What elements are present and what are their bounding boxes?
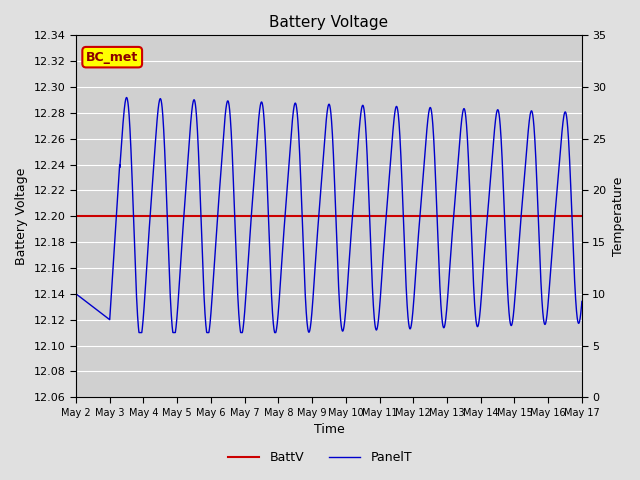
PanelT	[514, 255, 522, 261]
PanelT	[130, 224, 138, 230]
PanelT	[160, 133, 168, 139]
Y-axis label: Temperature: Temperature	[612, 177, 625, 256]
PanelT	[289, 119, 296, 125]
PanelT	[72, 291, 80, 297]
PanelT	[266, 265, 274, 271]
PanelT	[135, 330, 143, 336]
Legend: BattV, PanelT: BattV, PanelT	[223, 446, 417, 469]
BattV	[72, 214, 80, 219]
PanelT	[578, 299, 586, 304]
Text: BC_met: BC_met	[86, 51, 138, 64]
PanelT	[123, 95, 131, 100]
Line: PanelT: PanelT	[76, 97, 582, 333]
BattV	[106, 214, 113, 219]
X-axis label: Time: Time	[314, 423, 344, 436]
Title: Battery Voltage: Battery Voltage	[269, 15, 388, 30]
Y-axis label: Battery Voltage: Battery Voltage	[15, 168, 28, 265]
PanelT	[568, 222, 576, 228]
